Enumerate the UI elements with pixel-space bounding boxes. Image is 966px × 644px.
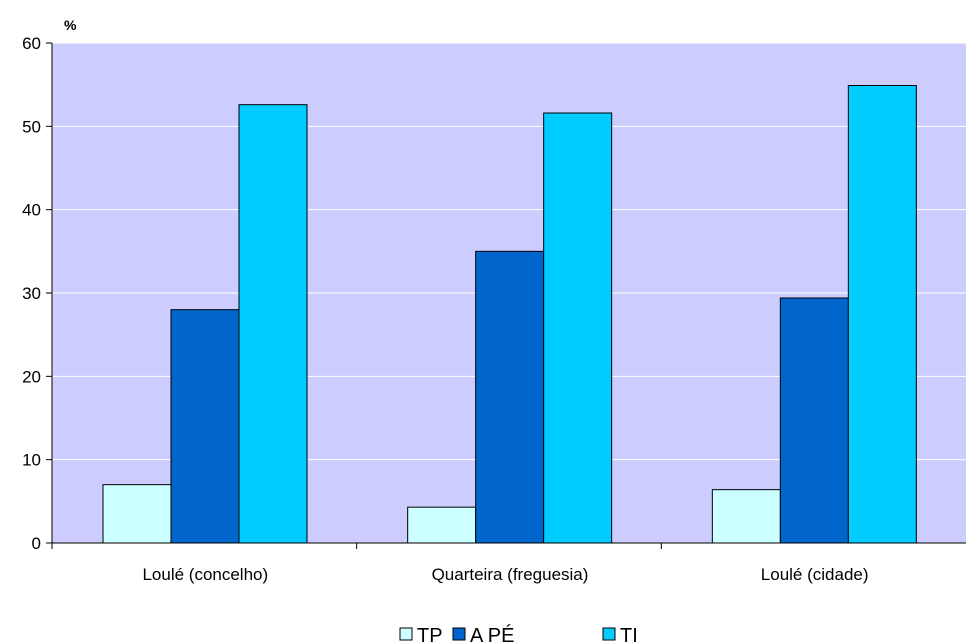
- bar-a-pé-2: [779, 297, 849, 544]
- y-tick-label: 20: [22, 367, 41, 386]
- bar-tp-1: [407, 506, 477, 544]
- x-category-label: Loulé (cidade): [761, 565, 869, 584]
- y-tick-label: 40: [22, 201, 41, 220]
- y-tick-label: 50: [22, 117, 41, 136]
- bar-tp-0: [102, 484, 172, 544]
- y-tick-label: 0: [32, 534, 41, 553]
- y-unit-label: %: [64, 17, 77, 33]
- legend-swatch-ti: [602, 627, 616, 641]
- bars: [102, 85, 917, 544]
- bar-ti-2: [847, 85, 917, 544]
- legend-label: TI: [620, 625, 638, 644]
- legend-label: A PÉ: [470, 624, 514, 644]
- y-tick-label: 10: [22, 451, 41, 470]
- bar-ti-0: [238, 104, 308, 544]
- y-tick-label: 30: [22, 284, 41, 303]
- legend-swatch-tp: [399, 627, 413, 641]
- legend: TP A PÉ TI: [399, 624, 638, 644]
- bar-a-pé-1: [475, 250, 545, 544]
- y-tick-label: 60: [22, 34, 41, 53]
- x-category-label: Quarteira (freguesia): [432, 565, 589, 584]
- bar-a-pé-0: [170, 309, 240, 544]
- y-tick-labels: 0 10 20 30 40 50 60: [22, 34, 41, 553]
- x-category-label: Loulé (concelho): [142, 565, 268, 584]
- x-tick-labels: Loulé (concelho) Quarteira (freguesia) Lou…: [142, 565, 868, 584]
- bar-ti-1: [543, 112, 613, 544]
- bar-tp-2: [711, 489, 781, 544]
- legend-swatch-a-pé: [452, 627, 466, 641]
- legend-label: TP: [417, 625, 443, 644]
- axes: [46, 42, 966, 549]
